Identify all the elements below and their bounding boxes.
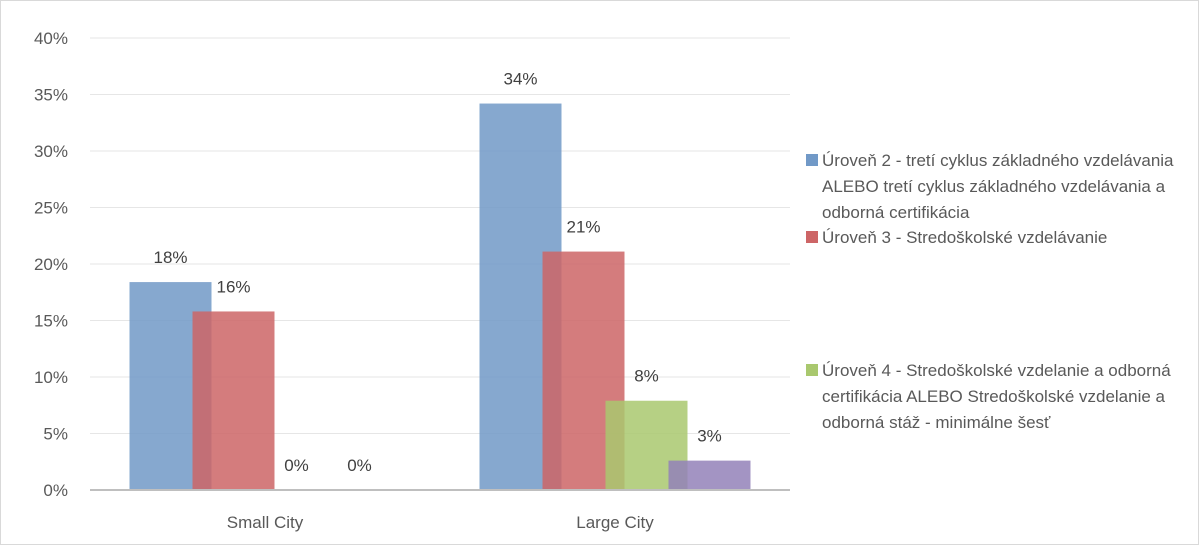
data-label: 21% bbox=[566, 218, 600, 237]
axes: 0% 5% 10% 15% 20% 25% 30% 35% 40% Small City Large… bbox=[34, 29, 790, 532]
legend: Úroveň 2 - tretí cyklus základného vzdel… bbox=[806, 0, 1196, 543]
legend-item: Úroveň 3 - Stredoškolské vzdelávanie bbox=[806, 225, 1191, 251]
y-tick-label: 10% bbox=[34, 368, 68, 387]
bars bbox=[129, 103, 751, 490]
data-label: 34% bbox=[503, 70, 537, 89]
data-label: 16% bbox=[216, 277, 250, 296]
legend-swatch bbox=[806, 364, 818, 376]
data-label: 3% bbox=[697, 427, 722, 446]
y-tick-label: 30% bbox=[34, 142, 68, 161]
y-tick-label: 40% bbox=[34, 29, 68, 48]
legend-item: Úroveň 4 - Stredoškolské vzdelanie a odb… bbox=[806, 358, 1191, 436]
data-labels: 18% 16% 0% 0% 34% 21% 8% 3% bbox=[153, 70, 721, 475]
data-label: 0% bbox=[347, 456, 372, 475]
bar-series-2-0 bbox=[192, 311, 275, 490]
legend-label: Úroveň 2 - tretí cyklus základného vzdel… bbox=[822, 151, 1174, 222]
legend-swatch bbox=[806, 154, 818, 166]
data-label: 18% bbox=[153, 248, 187, 267]
legend-item: Úroveň 2 - tretí cyklus základného vzdel… bbox=[806, 148, 1191, 226]
x-category-label: Small City bbox=[227, 513, 304, 532]
data-label: 0% bbox=[284, 456, 309, 475]
legend-label: Úroveň 4 - Stredoškolské vzdelanie a odb… bbox=[822, 361, 1171, 432]
y-tick-label: 20% bbox=[34, 255, 68, 274]
y-tick-label: 0% bbox=[43, 481, 68, 500]
data-label: 8% bbox=[634, 367, 659, 386]
y-tick-label: 5% bbox=[43, 425, 68, 444]
bar-series-4-1 bbox=[668, 460, 751, 490]
y-tick-label: 15% bbox=[34, 312, 68, 331]
legend-label: Úroveň 3 - Stredoškolské vzdelávanie bbox=[822, 228, 1108, 247]
legend-swatch bbox=[806, 231, 818, 243]
y-tick-label: 25% bbox=[34, 199, 68, 218]
bar-chart: 0% 5% 10% 15% 20% 25% 30% 35% 40% Small City Large… bbox=[34, 29, 790, 532]
y-tick-label: 35% bbox=[34, 86, 68, 105]
x-category-label: Large City bbox=[576, 513, 654, 532]
